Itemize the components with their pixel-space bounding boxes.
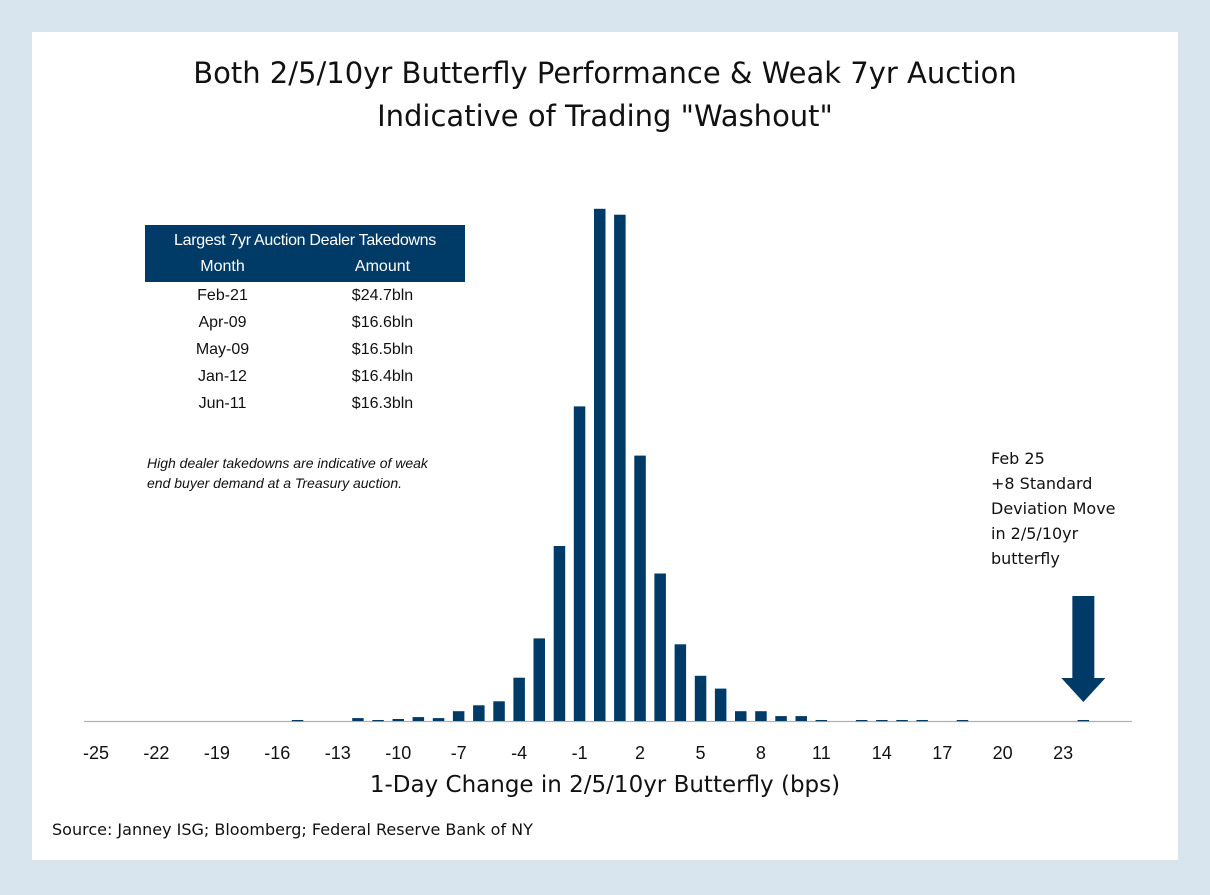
feb25-annotation: Feb 25 +8 Standard Deviation Move in 2/5…	[991, 446, 1151, 571]
bar--6	[473, 705, 485, 721]
x-tick-label: -22	[143, 743, 169, 763]
x-tick-label: -7	[451, 743, 467, 763]
bar-13	[855, 720, 868, 722]
bar-7	[735, 711, 747, 721]
bar--15	[291, 720, 304, 722]
x-tick-label: 23	[1053, 743, 1073, 763]
bar--10	[392, 719, 404, 721]
table-cell-amount: $16.3bln	[351, 394, 414, 412]
table-row: Jun-11 $16.3bln	[145, 390, 465, 417]
x-tick-label: 5	[695, 743, 705, 763]
bar-9	[775, 716, 787, 721]
annotation-line-3: Deviation Move	[991, 499, 1116, 518]
bar-3	[654, 573, 666, 721]
table-row: Apr-09 $16.6bln	[145, 309, 465, 336]
annotation-line-5: butterfly	[991, 549, 1060, 568]
table-cell-amount: $24.7bln	[351, 286, 414, 304]
bar-2	[634, 455, 646, 721]
bar-6	[714, 688, 727, 721]
bar--2	[553, 546, 566, 721]
bar--12	[352, 718, 364, 721]
histogram-chart: -25 -22 -19 -16 -13 -10 -7 -4 -1 2 5 8 11 14 17 20 23	[83, 208, 1132, 763]
x-axis-label: 1-Day Change in 2/5/10yr Butterfly (bps)	[369, 772, 841, 798]
bar--8	[432, 718, 445, 721]
chart-title-line-2: Indicative of Trading "Washout"	[377, 99, 833, 133]
table-cell-month: Jun-11	[198, 394, 247, 412]
chart-title-line-1: Both 2/5/10yr Butterfly Performance & We…	[193, 56, 1017, 90]
x-tick-label: -13	[325, 743, 351, 763]
table-title: Largest 7yr Auction Dealer Takedowns	[174, 232, 436, 249]
footnote-line-1: High dealer takedowns are indicative of …	[147, 455, 428, 471]
table-footnote: High dealer takedowns are indicative of …	[147, 453, 477, 493]
bar-16	[916, 720, 928, 722]
x-tick-label: 17	[932, 743, 952, 763]
source-note: Source: Janney ISG; Bloomberg; Federal R…	[52, 820, 533, 839]
column-header-month: Month	[200, 258, 245, 275]
x-tick-label: -10	[385, 743, 411, 763]
bar--5	[493, 701, 505, 721]
dealer-takedowns-table: Largest 7yr Auction Dealer Takedowns Mon…	[145, 225, 465, 417]
x-tick-label: -16	[264, 743, 290, 763]
chart-title: Both 2/5/10yr Butterfly Performance & We…	[32, 52, 1178, 138]
column-header-amount: Amount	[354, 258, 411, 275]
table-cell-month: Feb-21	[197, 286, 248, 304]
down-arrow-icon	[1061, 596, 1106, 702]
bar-10	[795, 716, 807, 721]
bar--3	[533, 638, 545, 721]
x-tick-label: 14	[872, 743, 892, 763]
x-tick-label: -25	[83, 743, 109, 763]
x-tick-label: -19	[204, 743, 230, 763]
bar-24	[1077, 720, 1090, 722]
table-cell-month: Jan-12	[198, 367, 247, 385]
bar-15	[896, 720, 908, 722]
bar-8	[755, 711, 767, 721]
bar-11	[815, 720, 828, 722]
bar-5	[694, 675, 707, 721]
x-tick-label: 11	[812, 743, 831, 763]
bar--1	[573, 406, 586, 721]
table-row: Jan-12 $16.4bln	[145, 363, 465, 390]
bar-4	[674, 644, 687, 721]
bar--11	[372, 720, 384, 722]
table-cell-amount: $16.6bln	[351, 313, 414, 331]
bar--4	[513, 677, 525, 721]
table-column-headers: Month Amount	[145, 254, 465, 282]
table-header: Largest 7yr Auction Dealer Takedowns Mon…	[145, 225, 465, 282]
annotation-line-2: +8 Standard	[991, 474, 1093, 493]
bar--7	[452, 711, 465, 721]
table-cell-month: May-09	[195, 340, 250, 358]
bar-14	[876, 720, 888, 722]
table-cell-month: Apr-09	[198, 313, 247, 331]
footnote-line-2: end buyer demand at a Treasury auction.	[147, 475, 403, 491]
x-tick-label: 8	[756, 743, 766, 763]
bar-0	[594, 208, 606, 722]
table-row: Feb-21 $24.7bln	[145, 282, 465, 309]
chart-panel: Both 2/5/10yr Butterfly Performance & We…	[32, 32, 1178, 860]
table-row: May-09 $16.5bln	[145, 336, 465, 363]
x-tick-label: -1	[572, 743, 588, 763]
x-tick-label: 20	[993, 743, 1013, 763]
bar-1	[614, 214, 626, 721]
annotation-line-1: Feb 25	[991, 449, 1045, 468]
bar--9	[412, 717, 425, 721]
table-cell-amount: $16.5bln	[351, 340, 414, 358]
table-cell-amount: $16.4bln	[351, 367, 414, 385]
x-tick-label: -4	[511, 743, 527, 763]
x-tick-label: 2	[635, 743, 645, 763]
bar-18	[956, 720, 969, 722]
annotation-line-4: in 2/5/10yr	[991, 524, 1079, 543]
